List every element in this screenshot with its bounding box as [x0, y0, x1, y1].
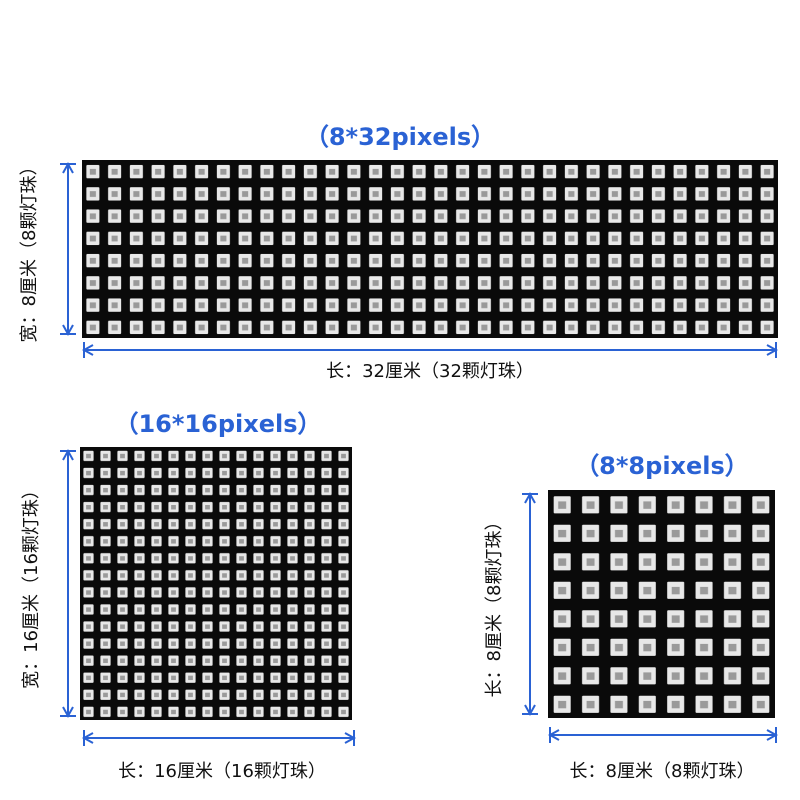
width-label: 长：16厘米（16颗灯珠） — [118, 761, 326, 782]
width-label: 长：32厘米（32颗灯珠） — [326, 361, 534, 382]
height-label: 宽：8厘米（8颗灯珠） — [19, 158, 40, 343]
height-label: 长：8厘米（8颗灯珠） — [484, 513, 505, 698]
panel-title: （16*16pixels） — [114, 410, 321, 438]
led-grid — [80, 447, 352, 720]
panel-title: （8*8pixels） — [575, 452, 749, 480]
height-label: 宽：16厘米（16颗灯珠） — [21, 481, 42, 689]
led-grid — [82, 160, 778, 338]
panel-title: （8*32pixels） — [305, 123, 495, 151]
led-grid — [548, 490, 775, 718]
width-label: 长：8厘米（8颗灯珠） — [570, 761, 755, 782]
